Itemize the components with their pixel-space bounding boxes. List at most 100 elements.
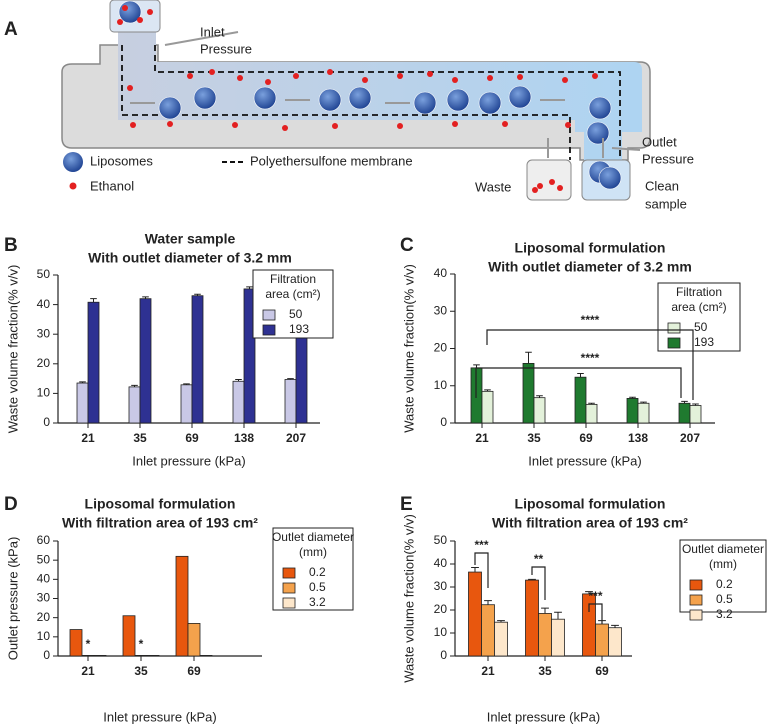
x-tick-label: 138 xyxy=(234,431,254,445)
label: Clean xyxy=(645,178,679,193)
legend-label: 0.2 xyxy=(309,565,326,579)
x-tick-label: 21 xyxy=(81,431,95,445)
bar xyxy=(134,655,148,657)
legend-title: Outlet diameter xyxy=(272,530,354,544)
chart-title: Liposomal formulation xyxy=(85,496,236,512)
panel-letter: E xyxy=(400,494,413,515)
y-tick-label: 60 xyxy=(37,533,51,547)
error-bar xyxy=(471,566,479,573)
x-tick-label: 35 xyxy=(538,664,552,678)
ethanol xyxy=(237,75,243,81)
y-tick-label: 50 xyxy=(37,267,51,281)
x-tick-label: 21 xyxy=(481,664,495,678)
legend-title: (mm) xyxy=(299,545,327,559)
bar xyxy=(481,604,495,657)
legend-title: Filtration xyxy=(676,285,722,299)
x-tick-label: 207 xyxy=(286,431,306,445)
x-axis-label: Inlet pressure (kPa) xyxy=(487,709,600,724)
legend-swatch xyxy=(282,582,296,594)
ethanol xyxy=(282,125,288,131)
error-bar xyxy=(692,403,699,406)
y-tick-label: 30 xyxy=(37,326,51,340)
liposome xyxy=(413,91,437,115)
bar xyxy=(175,555,189,657)
error-bar xyxy=(131,384,138,387)
significance-label: *** xyxy=(474,538,488,552)
significance-bracket xyxy=(486,329,694,400)
x-tick-label: 35 xyxy=(133,431,147,445)
ethanol xyxy=(137,17,143,23)
legend-liposome xyxy=(63,152,83,172)
legend-swatch xyxy=(282,567,296,579)
y-tick-label: 20 xyxy=(37,356,51,370)
y-axis-label: Waste volume fraction(% v/v) xyxy=(5,265,20,434)
bar xyxy=(76,382,89,424)
error-bar xyxy=(588,402,595,405)
liposome xyxy=(598,166,622,190)
bar xyxy=(146,655,160,657)
ethanol xyxy=(427,71,433,77)
bar xyxy=(525,579,539,657)
significance-bracket xyxy=(474,552,489,588)
error-bar xyxy=(554,611,562,620)
significance-label: ** xyxy=(534,552,544,566)
error-bar xyxy=(536,395,543,398)
ethanol xyxy=(562,77,568,83)
error-bar xyxy=(577,372,584,378)
y-tick-label: 10 xyxy=(434,625,448,639)
significance-label: **** xyxy=(581,351,600,365)
ethanol xyxy=(565,122,571,128)
legend-swatch xyxy=(689,594,703,606)
bar xyxy=(122,615,136,657)
liposome xyxy=(253,86,277,110)
y-tick-label: 50 xyxy=(37,552,51,566)
legend-swatch xyxy=(689,579,703,591)
significance-bracket xyxy=(588,603,603,624)
legend-title: Outlet diameter xyxy=(682,542,764,556)
significance-label: **** xyxy=(581,313,600,327)
bar xyxy=(626,398,639,424)
error-bar xyxy=(484,600,492,605)
y-tick-label: 0 xyxy=(440,415,447,429)
error-bar xyxy=(497,620,505,623)
significance-bracket xyxy=(475,367,682,398)
bar xyxy=(533,397,546,424)
error-bar xyxy=(246,286,253,289)
bar xyxy=(468,571,482,657)
bar xyxy=(678,402,691,424)
ethanol xyxy=(327,69,333,75)
y-tick-label: 0 xyxy=(43,415,50,429)
ethanol xyxy=(532,187,538,193)
waste-vessel xyxy=(526,159,572,201)
label: sample xyxy=(645,196,687,211)
x-tick-label: 138 xyxy=(628,431,648,445)
x-tick-label: 21 xyxy=(475,431,489,445)
y-tick-label: 30 xyxy=(37,591,51,605)
error-bar xyxy=(235,378,242,382)
pointer xyxy=(164,31,239,46)
ethanol xyxy=(517,74,523,80)
fluid xyxy=(118,0,642,180)
y-tick-label: 40 xyxy=(37,297,51,311)
y-tick-label: 30 xyxy=(434,579,448,593)
y-tick-label: 10 xyxy=(434,378,448,392)
x-axis-label: Inlet pressure (kPa) xyxy=(528,453,641,468)
ethanol xyxy=(122,5,128,11)
panel-letter: A xyxy=(4,19,18,40)
liposome xyxy=(193,86,217,110)
ethanol xyxy=(265,79,271,85)
bar xyxy=(494,621,508,657)
y-tick-label: 0 xyxy=(43,648,50,662)
legend-ethanol xyxy=(69,182,77,190)
bar xyxy=(284,379,297,424)
bar xyxy=(574,376,587,424)
y-tick-label: 40 xyxy=(434,266,448,280)
liposome xyxy=(318,88,342,112)
error-bar xyxy=(525,351,532,364)
bar xyxy=(93,655,107,657)
ethanol xyxy=(232,122,238,128)
bar xyxy=(139,298,152,424)
chart-subtitle: With filtration area of 193 cm² xyxy=(492,515,688,531)
error-bar xyxy=(142,296,149,299)
